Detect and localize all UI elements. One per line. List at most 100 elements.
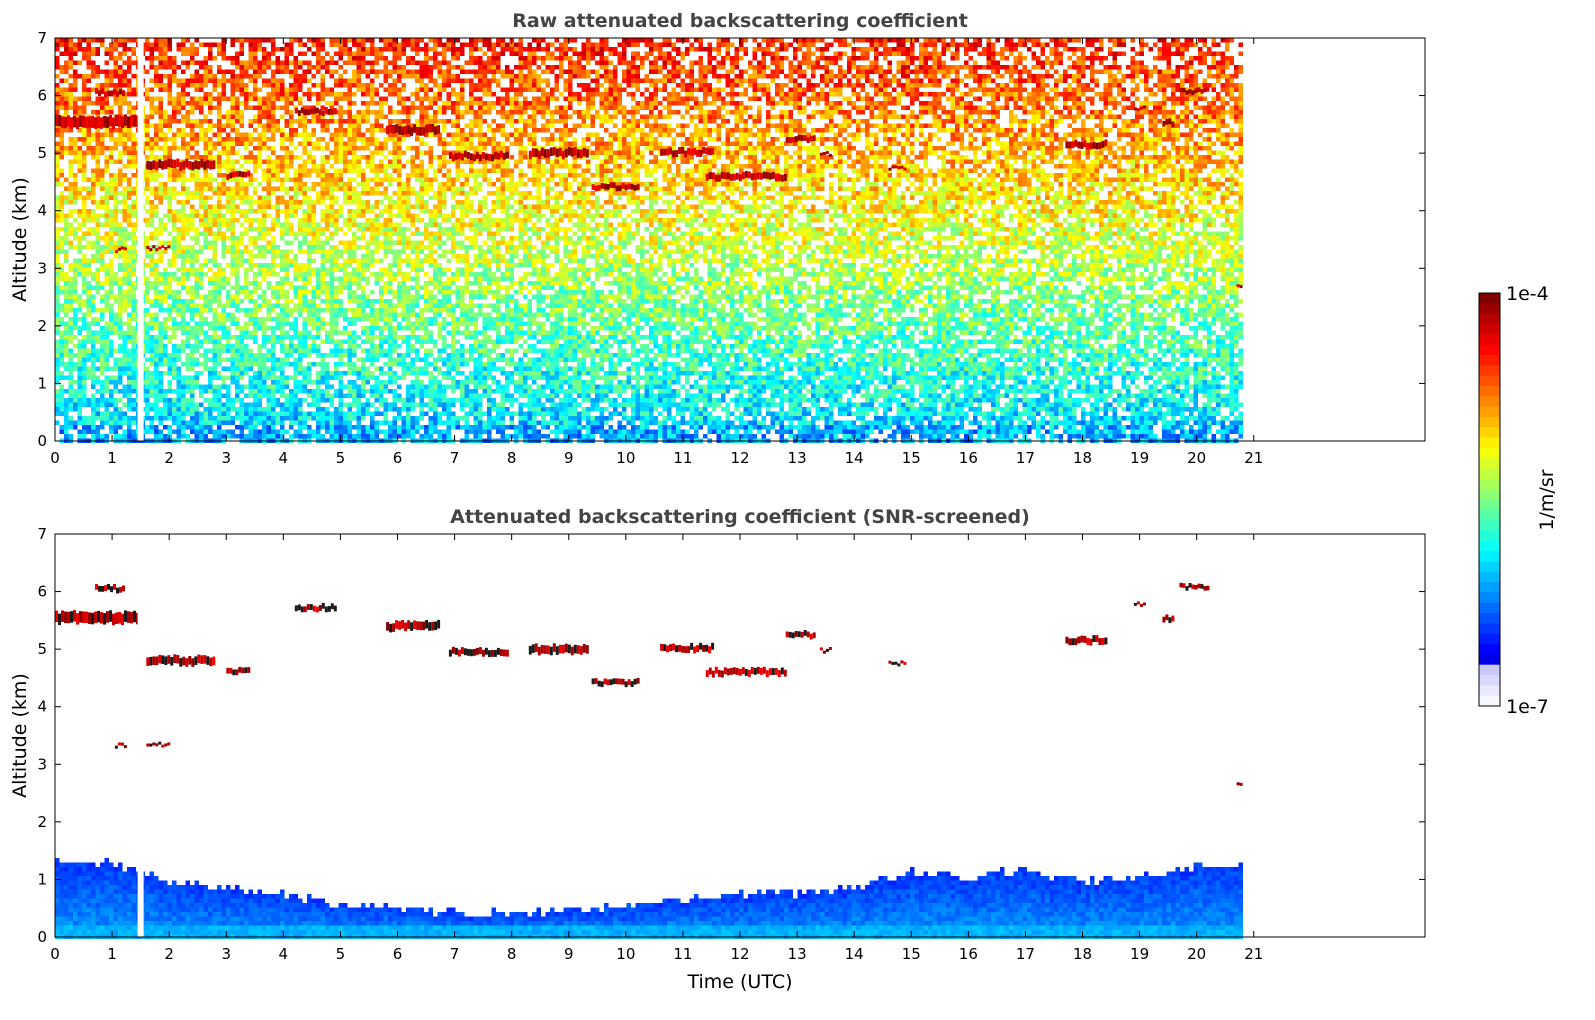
heatmap-cell xyxy=(181,416,186,421)
heatmap-cell xyxy=(293,69,298,74)
heatmap-cell xyxy=(64,366,69,371)
heatmap-cell xyxy=(91,344,96,349)
heatmap-cell xyxy=(307,195,312,200)
heatmap-cell xyxy=(131,150,136,155)
heatmap-cell xyxy=(73,267,78,272)
heatmap-cell xyxy=(307,249,312,254)
heatmap-cell xyxy=(145,312,150,317)
heatmap-cell xyxy=(271,236,276,241)
heatmap-cell xyxy=(374,87,379,92)
heatmap-cell xyxy=(284,294,289,299)
heatmap-cell xyxy=(176,434,181,439)
heatmap-cell xyxy=(257,159,262,164)
heatmap-cell xyxy=(379,200,384,205)
heatmap-cell xyxy=(167,398,172,403)
heatmap-cell xyxy=(226,339,231,344)
heatmap-cell xyxy=(262,245,267,250)
heatmap-cell xyxy=(122,389,127,394)
heatmap-cell xyxy=(235,339,240,344)
heatmap-cell xyxy=(190,47,195,52)
heatmap-cell xyxy=(109,191,114,196)
heatmap-cell xyxy=(145,416,150,421)
heatmap-cell xyxy=(370,402,375,407)
heatmap-cell xyxy=(244,168,249,173)
heatmap-cell xyxy=(163,56,168,61)
heatmap-cell xyxy=(100,150,105,155)
heatmap-cell xyxy=(167,294,172,299)
heatmap-cell xyxy=(118,159,123,164)
heatmap-cell xyxy=(158,258,163,263)
heatmap-cell xyxy=(343,168,348,173)
heatmap-cell xyxy=(352,231,357,236)
heatmap-cell xyxy=(365,128,370,133)
heatmap-cell xyxy=(167,56,172,61)
heatmap-cell xyxy=(352,389,357,394)
heatmap-cell xyxy=(154,402,159,407)
heatmap-cell xyxy=(320,119,325,124)
heatmap-cell xyxy=(167,326,172,331)
heatmap-cell xyxy=(302,200,307,205)
heatmap-cell xyxy=(253,114,258,119)
heatmap-cell xyxy=(257,182,262,187)
heatmap-cell xyxy=(284,173,289,178)
heatmap-cell xyxy=(257,105,262,110)
heatmap-cell xyxy=(104,294,109,299)
heatmap-cell xyxy=(86,92,91,97)
heatmap-cell xyxy=(302,330,307,335)
heatmap-cell xyxy=(311,146,316,151)
heatmap-cell xyxy=(113,299,118,304)
heatmap-cell xyxy=(154,209,159,214)
heatmap-cell xyxy=(370,384,375,389)
heatmap-cell xyxy=(383,173,388,178)
heatmap-cell xyxy=(280,222,285,227)
heatmap-cell xyxy=(100,371,105,376)
heatmap-cell xyxy=(145,177,150,182)
heatmap-cell xyxy=(352,434,357,439)
heatmap-cell xyxy=(293,128,298,133)
heatmap-cell xyxy=(208,177,213,182)
heatmap-cell xyxy=(118,254,123,259)
heatmap-cell xyxy=(221,434,226,439)
heatmap-cell xyxy=(370,258,375,263)
heatmap-cell xyxy=(239,51,244,56)
heatmap-cell xyxy=(190,236,195,241)
heatmap-cell xyxy=(266,65,271,70)
heatmap-cell xyxy=(100,42,105,47)
heatmap-cell xyxy=(370,290,375,295)
heatmap-cell xyxy=(55,141,60,146)
heatmap-cell xyxy=(379,326,384,331)
heatmap-cell xyxy=(352,123,357,128)
heatmap-cell xyxy=(167,155,172,160)
heatmap-cell xyxy=(352,276,357,281)
heatmap-cell xyxy=(262,60,267,65)
heatmap-cell xyxy=(113,227,118,232)
heatmap-cell xyxy=(154,38,159,43)
heatmap-cell xyxy=(320,227,325,232)
heatmap-cell xyxy=(149,303,154,308)
heatmap-cell xyxy=(181,69,186,74)
heatmap-cell xyxy=(95,272,100,277)
heatmap-cell xyxy=(266,227,271,232)
heatmap-cell xyxy=(181,173,186,178)
heatmap-cell xyxy=(356,294,361,299)
heatmap-cell xyxy=(374,420,379,425)
heatmap-cell xyxy=(194,213,199,218)
heatmap-cell xyxy=(239,123,244,128)
heatmap-cell xyxy=(325,290,330,295)
heatmap-cell xyxy=(383,146,388,151)
heatmap-cell xyxy=(280,146,285,151)
heatmap-cell xyxy=(104,101,109,106)
heatmap-cell xyxy=(100,110,105,115)
heatmap-cell xyxy=(59,191,64,196)
heatmap-cell xyxy=(176,227,181,232)
heatmap-cell xyxy=(356,38,361,43)
heatmap-cell xyxy=(343,150,348,155)
heatmap-cell xyxy=(131,263,136,268)
heatmap-cell xyxy=(91,348,96,353)
heatmap-cell xyxy=(109,416,114,421)
heatmap-cell xyxy=(185,200,190,205)
heatmap-cell xyxy=(302,51,307,56)
heatmap-cell xyxy=(176,411,181,416)
heatmap-cell xyxy=(172,56,177,61)
heatmap-cell xyxy=(194,137,199,142)
